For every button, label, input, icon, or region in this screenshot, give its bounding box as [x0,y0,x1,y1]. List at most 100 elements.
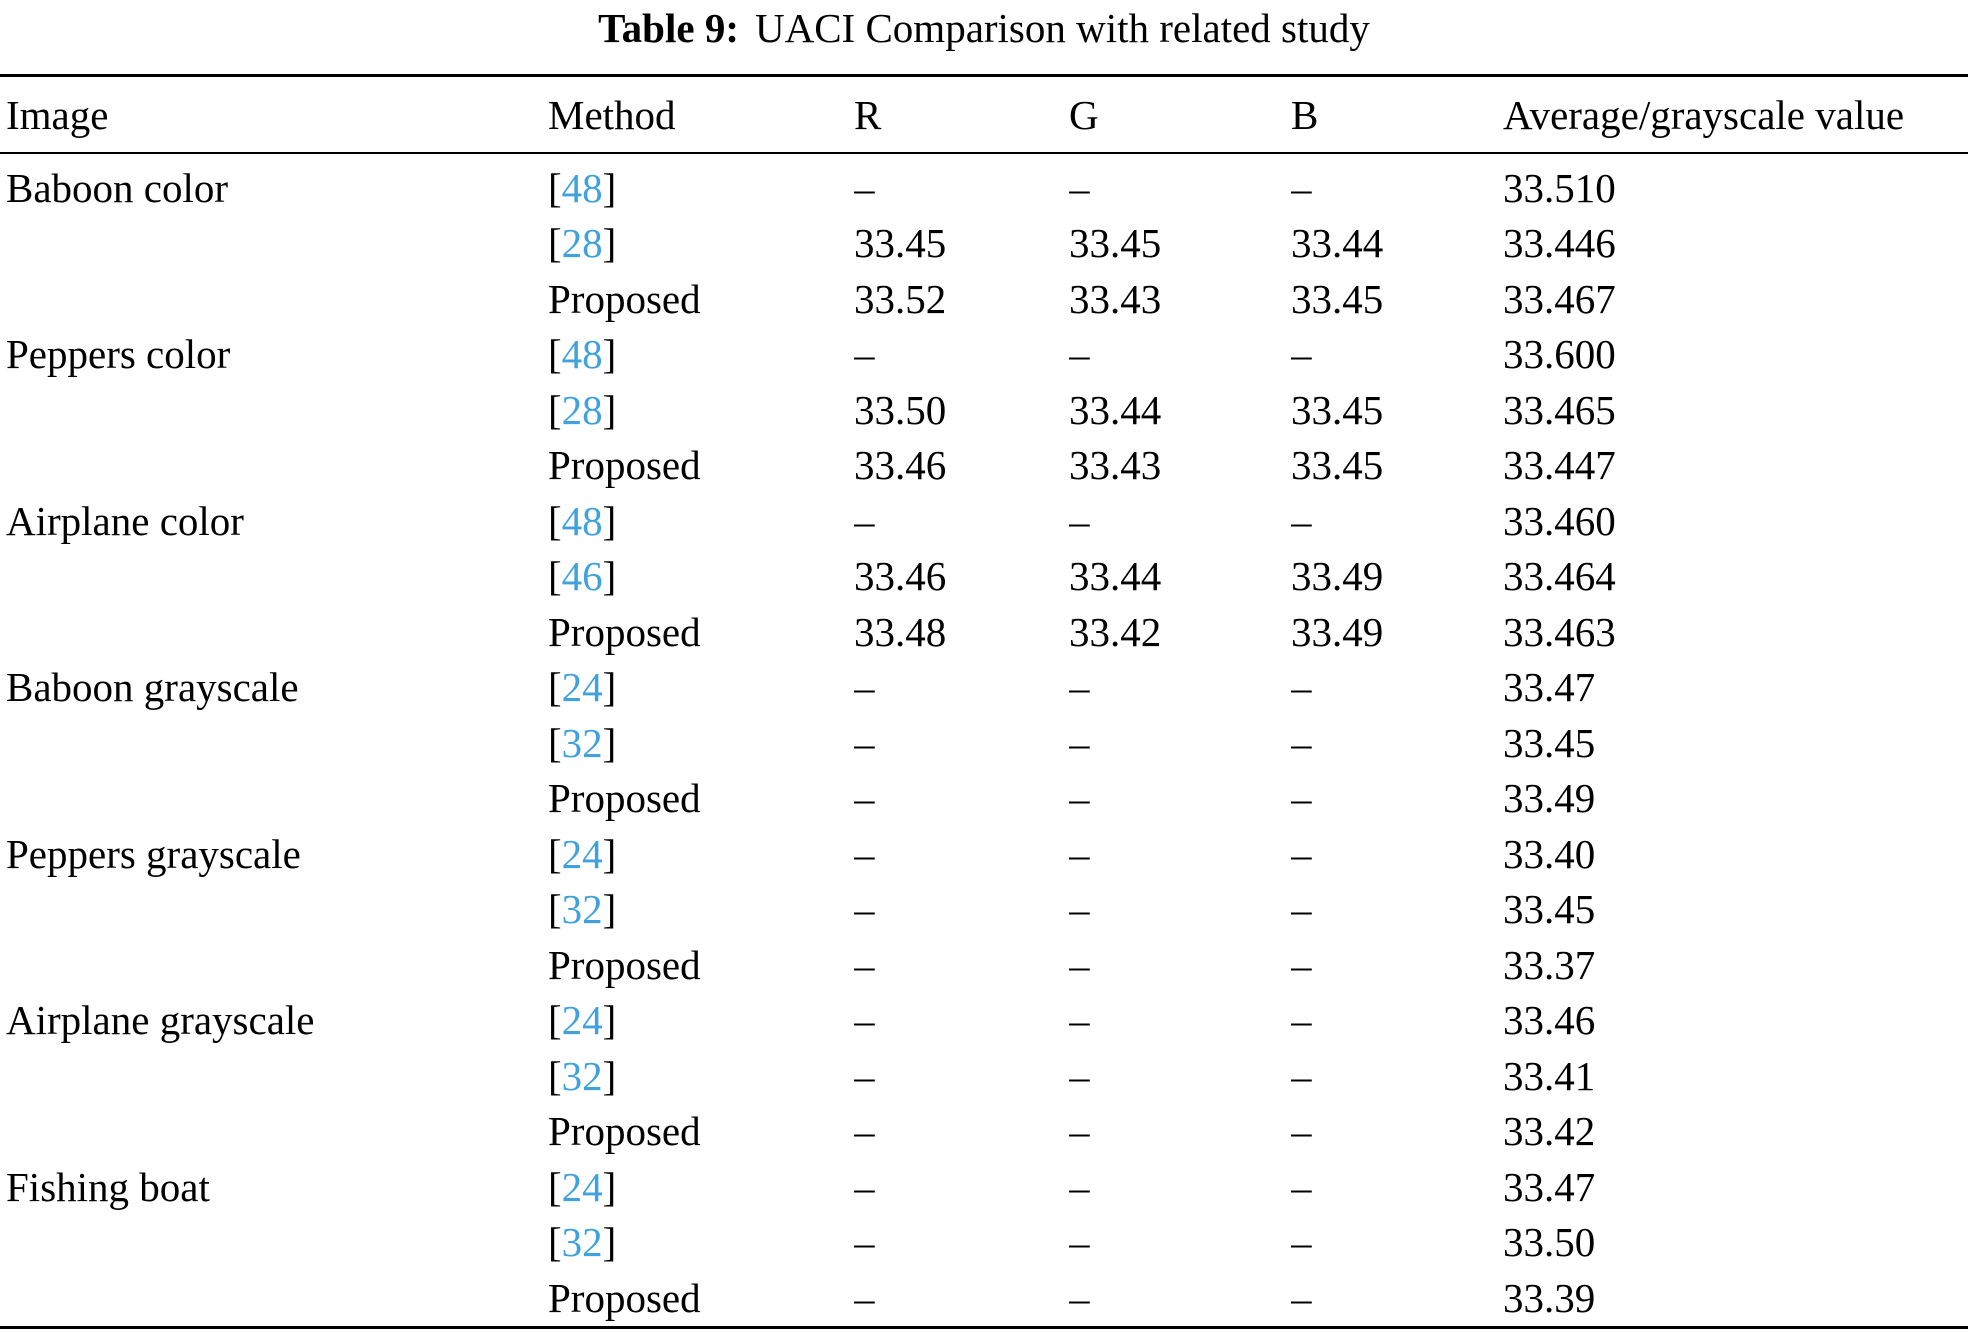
table-row: [32] – – – 33.41 [0,1048,1968,1104]
table-row: [32] – – – 33.50 [0,1215,1968,1271]
citation-number: 32 [561,719,603,766]
table-row: Proposed 33.48 33.42 33.49 33.463 [0,604,1968,660]
citation-link[interactable]: [24] [548,831,616,877]
method-label: Proposed [548,608,701,655]
column-header-method: Method [548,75,854,154]
image-name-cell [0,271,548,327]
method-cell: [32] [548,715,854,771]
table-row: [46] 33.46 33.44 33.49 33.464 [0,549,1968,605]
method-cell: Proposed [548,937,854,993]
b-value-cell: 33.45 [1291,442,1384,489]
citation-link[interactable]: [32] [548,886,616,932]
b-value-cell: – [1291,164,1312,211]
g-value-cell: – [1069,830,1090,877]
g-value-cell: 33.43 [1069,275,1162,322]
method-cell: Proposed [548,604,854,660]
citation-link[interactable]: [24] [548,1164,616,1210]
citation-bracket-close: ] [602,220,617,267]
citation-bracket-close: ] [602,1163,617,1210]
average-value-cell: 33.41 [1503,1052,1596,1099]
table-row: [28] 33.45 33.45 33.44 33.446 [0,216,1968,272]
method-cell: [48] [548,327,854,383]
image-name-cell: Peppers color [6,331,231,378]
r-value-cell: – [854,941,875,988]
table-row: Proposed – – – 33.42 [0,1104,1968,1160]
method-label: Proposed [548,1274,701,1321]
average-value-cell: 33.40 [1503,830,1596,877]
b-value-cell: 33.49 [1291,608,1384,655]
average-value-cell: 33.465 [1503,386,1616,433]
citation-number: 48 [561,164,603,211]
citation-bracket-close: ] [602,830,617,877]
g-value-cell: 33.44 [1069,553,1162,600]
citation-link[interactable]: [24] [548,664,616,710]
column-header-image: Image [0,75,548,154]
citation-bracket-close: ] [602,164,617,211]
b-value-cell: – [1291,830,1312,877]
r-value-cell: – [854,719,875,766]
citation-bracket-open: [ [548,386,562,433]
citation-link[interactable]: [32] [548,1053,616,1099]
citation-link[interactable]: [24] [548,997,616,1043]
average-value-cell: 33.467 [1503,275,1616,322]
table-caption-label: Table 9: [598,5,739,51]
uaci-comparison-table: Image Method R G B Average/grayscale val… [0,74,1968,1329]
b-value-cell: – [1291,497,1312,544]
method-cell: Proposed [548,438,854,494]
method-label: Proposed [548,941,701,988]
citation-number: 32 [561,1219,603,1266]
g-value-cell: – [1069,664,1090,711]
b-value-cell: 33.49 [1291,553,1384,600]
citation-link[interactable]: [48] [548,165,616,211]
citation-link[interactable]: [28] [548,220,616,266]
image-name-cell [0,937,548,993]
method-cell: [48] [548,153,854,216]
citation-bracket-open: [ [548,1219,562,1266]
citation-link[interactable]: [46] [548,553,616,599]
image-name-cell: Peppers grayscale [6,830,301,877]
r-value-cell: 33.46 [854,553,947,600]
average-value-cell: 33.45 [1503,886,1596,933]
citation-bracket-close: ] [602,386,617,433]
citation-bracket-open: [ [548,164,562,211]
citation-number: 28 [561,386,603,433]
b-value-cell: – [1291,997,1312,1044]
citation-bracket-open: [ [548,1052,562,1099]
table-row: Proposed 33.52 33.43 33.45 33.467 [0,271,1968,327]
r-value-cell: 33.45 [854,220,947,267]
image-name-cell: Airplane color [6,497,244,544]
method-cell: [28] [548,216,854,272]
table-row: Proposed – – – 33.39 [0,1270,1968,1327]
citation-link[interactable]: [28] [548,387,616,433]
citation-bracket-open: [ [548,719,562,766]
average-value-cell: 33.39 [1503,1274,1596,1321]
citation-link[interactable]: [32] [548,720,616,766]
method-cell: Proposed [548,1104,854,1160]
citation-bracket-open: [ [548,830,562,877]
b-value-cell: 33.44 [1291,220,1384,267]
b-value-cell: – [1291,775,1312,822]
average-value-cell: 33.464 [1503,553,1616,600]
citation-link[interactable]: [48] [548,498,616,544]
average-value-cell: 33.49 [1503,775,1596,822]
r-value-cell: 33.48 [854,608,947,655]
citation-link[interactable]: [48] [548,331,616,377]
image-name-cell [0,438,548,494]
r-value-cell: 33.50 [854,386,947,433]
method-cell: Proposed [548,271,854,327]
table-row: Proposed – – – 33.37 [0,937,1968,993]
r-value-cell: 33.46 [854,442,947,489]
b-value-cell: – [1291,941,1312,988]
g-value-cell: – [1069,331,1090,378]
method-cell: [24] [548,993,854,1049]
g-value-cell: – [1069,497,1090,544]
g-value-cell: – [1069,1219,1090,1266]
average-value-cell: 33.47 [1503,1163,1596,1210]
citation-link[interactable]: [32] [548,1219,616,1265]
citation-bracket-open: [ [548,497,562,544]
g-value-cell: – [1069,886,1090,933]
b-value-cell: – [1291,331,1312,378]
image-name-cell [0,1048,548,1104]
citation-bracket-close: ] [602,1219,617,1266]
method-cell: [46] [548,549,854,605]
